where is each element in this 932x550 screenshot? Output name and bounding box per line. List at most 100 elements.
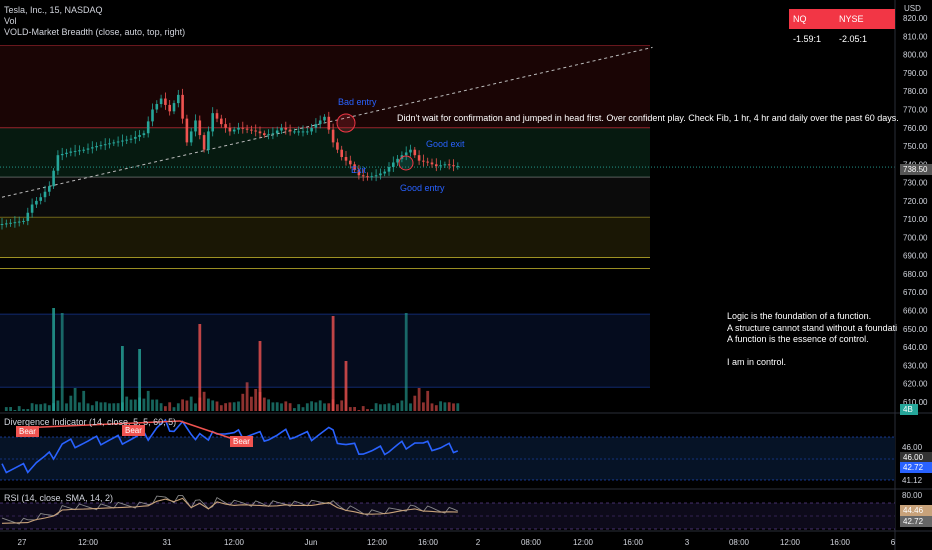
time-label-9: 12:00 [573, 538, 594, 547]
time-label-15: 6 [891, 538, 896, 547]
price-tick-13: 690.00 [903, 252, 928, 261]
volume-spike-3 [138, 349, 141, 411]
bear-label-1: Bear [16, 426, 39, 437]
volume-bar [280, 403, 283, 411]
volume-bar [439, 401, 442, 411]
price-tick-3: 790.00 [903, 69, 928, 78]
volume-bar [310, 401, 313, 411]
div-tick-41: 41.12 [902, 476, 923, 485]
volume-bar [82, 390, 86, 411]
candle-body [159, 98, 163, 105]
volume-bar [219, 405, 223, 411]
volume-bar [155, 399, 159, 411]
candle-body [267, 134, 270, 136]
candle-body [13, 222, 17, 224]
price-tick-14: 680.00 [903, 270, 928, 279]
candle-body [5, 223, 8, 225]
rsi-orange-tag: 44.46 [900, 505, 932, 516]
zone-blue-band [0, 314, 650, 388]
price-tick-9: 730.00 [903, 179, 928, 188]
volume-bar [108, 403, 111, 411]
rsi-band [0, 503, 895, 529]
candle-body [452, 165, 455, 167]
volume-bar [86, 403, 90, 411]
candle-body [185, 118, 189, 143]
candle-body [82, 149, 85, 151]
candle-body [164, 98, 167, 105]
price-tick-21: 610.00 [903, 398, 928, 407]
annotation-bad-entry: Bad entry [338, 97, 377, 107]
candle-body [241, 127, 245, 129]
time-label-2: 31 [163, 538, 172, 547]
candle-body [103, 144, 107, 146]
volume-bar [323, 403, 326, 411]
candle-body [409, 149, 412, 153]
candle-body [168, 104, 171, 112]
candle-body [198, 120, 202, 136]
candle-body [142, 133, 146, 136]
candle-body [232, 129, 236, 132]
volume-bar [228, 402, 232, 411]
candle-body [271, 133, 275, 135]
annotation-good-exit: Good exit [426, 139, 465, 149]
candle-body [30, 204, 34, 213]
divergence-line [1, 418, 459, 474]
time-label-6: 16:00 [418, 538, 439, 547]
div-gray-tag: 46.00 [900, 452, 932, 463]
symbol-title: Tesla, Inc., 15, NASDAQ [4, 5, 103, 15]
time-label-1: 12:00 [78, 538, 99, 547]
annotation-comment: Didn't wait for confirmation and jumped … [397, 113, 899, 123]
time-label-13: 12:00 [780, 538, 801, 547]
volume-spike-4 [258, 341, 262, 411]
volume-bar [422, 402, 425, 411]
volume-bar [305, 403, 309, 411]
volume-bar [262, 397, 266, 411]
candle-body [151, 109, 154, 122]
candle-body [48, 186, 51, 192]
volume-spike-1 [198, 324, 202, 411]
volume-bar [245, 382, 249, 411]
volume-spike-6 [344, 361, 348, 411]
annotation-logic: Logic is the foundation of a function. A… [727, 311, 897, 367]
candle-body [108, 143, 111, 145]
candle-body [426, 161, 429, 163]
candle-body [417, 155, 421, 161]
candle-body [17, 221, 21, 223]
candle-body [26, 212, 30, 221]
candle-body [331, 129, 335, 143]
candle-body [443, 164, 447, 166]
candle-body [297, 131, 300, 133]
time-label-8: 08:00 [521, 538, 542, 547]
vol-label: Vol [4, 16, 17, 26]
volume-bar [17, 406, 21, 411]
volume-bar [116, 403, 120, 411]
volume-bar [146, 390, 150, 411]
candle-body [215, 113, 219, 119]
price-tick-19: 630.00 [903, 361, 928, 370]
vold-label: VOLD-Market Breadth (close, auto, top, r… [4, 27, 186, 37]
candle-body [237, 127, 240, 130]
volume-bar [168, 402, 172, 411]
candle-body [422, 160, 425, 162]
candle-body [95, 146, 98, 148]
price-tick-11: 710.00 [903, 215, 928, 224]
candle-body [39, 197, 42, 201]
volume-bar [13, 410, 17, 411]
volume-bar [73, 388, 77, 411]
candle-body [318, 120, 322, 125]
candle-body [301, 131, 305, 133]
candle-body [340, 149, 343, 158]
volume-bar [301, 407, 305, 411]
time-label-10: 16:00 [623, 538, 644, 547]
volume-bar [237, 401, 240, 411]
volume-bar [417, 388, 421, 411]
zone-neutral-band [0, 177, 650, 218]
annotation-good-entry: Good entry [400, 183, 445, 193]
div-value-tag: 42.72 [900, 462, 932, 473]
volume-bar [336, 404, 339, 411]
price-tick-7: 750.00 [903, 142, 928, 151]
candle-body [435, 164, 438, 167]
candle-body [73, 150, 77, 152]
volume-bar [125, 396, 129, 411]
